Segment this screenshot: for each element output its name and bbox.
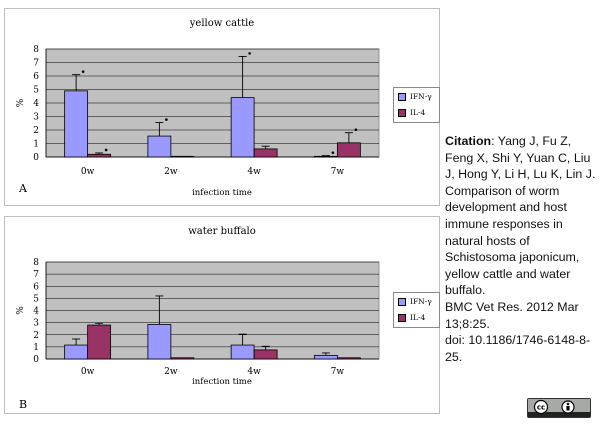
chart-b-ytick-label: 0 [33, 355, 39, 365]
legend-a-ifn-swatch [398, 93, 406, 101]
chart-a-ytick-label: 8 [33, 45, 39, 55]
chart-a-ytick-label: 1 [33, 140, 39, 150]
legend-b-il4: IL-4 [398, 313, 425, 323]
chart-a-title: yellow cattle [189, 18, 255, 29]
chart-b-legend: IFN-γ IL-4 [393, 292, 440, 328]
chart-a-xtick-label: 4w [247, 167, 261, 177]
chart-a-letter: A [19, 182, 27, 195]
chart-b-ytick-label: 5 [33, 294, 39, 304]
chart-a-svg: 0 1 2 3 4 5 6 7 8% 0w 2w 4w 7w [16, 45, 380, 177]
by-person-body [566, 406, 570, 411]
chart-b-xtick-label: 0w [81, 367, 95, 377]
legend-a-il4-label: IL-4 [410, 108, 426, 117]
chart-b-bar-ifn [230, 344, 255, 360]
chart-a-bar-ifn [64, 90, 89, 158]
chart-a-ytick-label: 7 [33, 59, 39, 69]
chart-a-xlabel: infection time [192, 188, 252, 198]
citation-authors-line: Citation: Yang J, Fu Z, Feng X, Shi Y, Y… [445, 133, 597, 183]
chart-b-bar-il4 [253, 349, 278, 360]
chart-a-significance-mark [81, 70, 85, 73]
chart-a-bar-ifn [313, 155, 338, 158]
legend-b-ifn-swatch [398, 298, 406, 306]
chart-a-ytick-label: 5 [33, 86, 39, 96]
chart-a-legend: IFN-γ IL-4 [393, 87, 440, 123]
legend-b-il4-label: IL-4 [410, 313, 426, 322]
chart-b-bar-il4 [87, 324, 112, 360]
chart-b-ytick-label: 4 [33, 307, 39, 317]
chart-b-ylabel: % [16, 306, 26, 315]
chart-a-ytick-label: 0 [33, 153, 39, 163]
legend-a-ifn: IFN-γ [398, 92, 432, 102]
chart-a-bar-ifn [230, 97, 255, 158]
chart-a-significance-mark [248, 52, 251, 55]
cc-badge-svg: cc [528, 399, 590, 417]
chart-a-bar-il4 [170, 155, 195, 158]
chart-a-xtick-label: 2w [164, 167, 178, 177]
chart-a-ytick-label: 2 [33, 126, 39, 136]
chart-b-letter: B [19, 398, 28, 411]
chart-b-title: water buffalo [188, 226, 256, 237]
chart-panel-b: 0 1 2 3 4 5 6 7 8% 0w 2w 4w 7w water buffalo B infec… [4, 216, 440, 414]
chart-a-xtick-label: 7w [331, 167, 345, 177]
chart-a-ytick-label: 3 [33, 113, 39, 123]
chart-b-xlabel: infection time [192, 377, 252, 387]
chart-a-ylabel: % [16, 98, 26, 107]
citation-title: Comparison of worm development and host … [445, 183, 580, 298]
chart-panel-a: 0 1 2 3 4 5 6 7 8% 0w 2w 4w 7w yellow cattle A infec… [4, 8, 440, 206]
legend-a-il4-swatch [398, 109, 406, 117]
legend-b-il4-swatch [398, 314, 406, 322]
by-person-head [566, 402, 570, 406]
chart-b-xtick-label: 2w [164, 367, 178, 377]
chart-b-ytick-label: 7 [33, 270, 39, 280]
chart-b-xtick-label: 7w [331, 367, 345, 377]
chart-b-bar-il4 [170, 357, 195, 360]
cc-badge-strip [528, 412, 590, 417]
chart-b-bar-ifn [313, 354, 338, 360]
chart-a-bar-il4 [253, 148, 278, 158]
chart-a-ytick-label: 4 [33, 99, 39, 109]
chart-b-xtick-label: 4w [247, 367, 261, 377]
chart-a-xtick-label: 0w [81, 167, 95, 177]
chart-b-ytick-label: 2 [33, 331, 39, 341]
citation-journal: BMC Vet Res. 2012 Mar 13;8:25. [445, 299, 579, 331]
chart-b-svg: 0 1 2 3 4 5 6 7 8% 0w 2w 4w 7w [16, 258, 380, 377]
citation-label: Citation [445, 134, 492, 148]
chart-a-bar-il4 [336, 142, 361, 158]
legend-b-ifn: IFN-γ [398, 297, 432, 307]
chart-a-significance-mark [354, 128, 358, 131]
legend-b-ifn-label: IFN-γ [410, 297, 432, 306]
chart-a-bar-il4 [87, 153, 112, 158]
citation-block: Citation: Yang J, Fu Z, Feng X, Shi Y, Y… [445, 133, 597, 365]
citation-doi: doi: 10.1186/1746-6148-8-25. [445, 333, 591, 364]
citation-authors: : Yang J, Fu Z, Feng X, Shi Y, Yuan C, L… [445, 134, 596, 182]
cc-logo-circle [533, 399, 549, 415]
chart-b-bar-ifn [64, 344, 89, 360]
chart-a-bar-ifn [147, 135, 172, 158]
chart-a-significance-mark [104, 148, 108, 152]
chart-b-bar-ifn [147, 324, 172, 360]
legend-a-ifn-label: IFN-γ [410, 92, 432, 101]
chart-b-ytick-label: 3 [33, 319, 39, 329]
cc-by-license-icon[interactable]: cc [527, 398, 591, 418]
chart-b-bar-il4 [336, 357, 361, 360]
chart-b-ytick-label: 1 [33, 343, 39, 353]
cc-logo-text: cc [537, 404, 545, 412]
chart-a-significance-mark [331, 151, 335, 154]
legend-a-il4: IL-4 [398, 108, 425, 118]
chart-b-ytick-label: 6 [33, 282, 39, 292]
chart-a-significance-mark [165, 118, 168, 121]
chart-b-ytick-label: 8 [33, 258, 39, 268]
chart-a-ytick-label: 6 [33, 72, 39, 82]
